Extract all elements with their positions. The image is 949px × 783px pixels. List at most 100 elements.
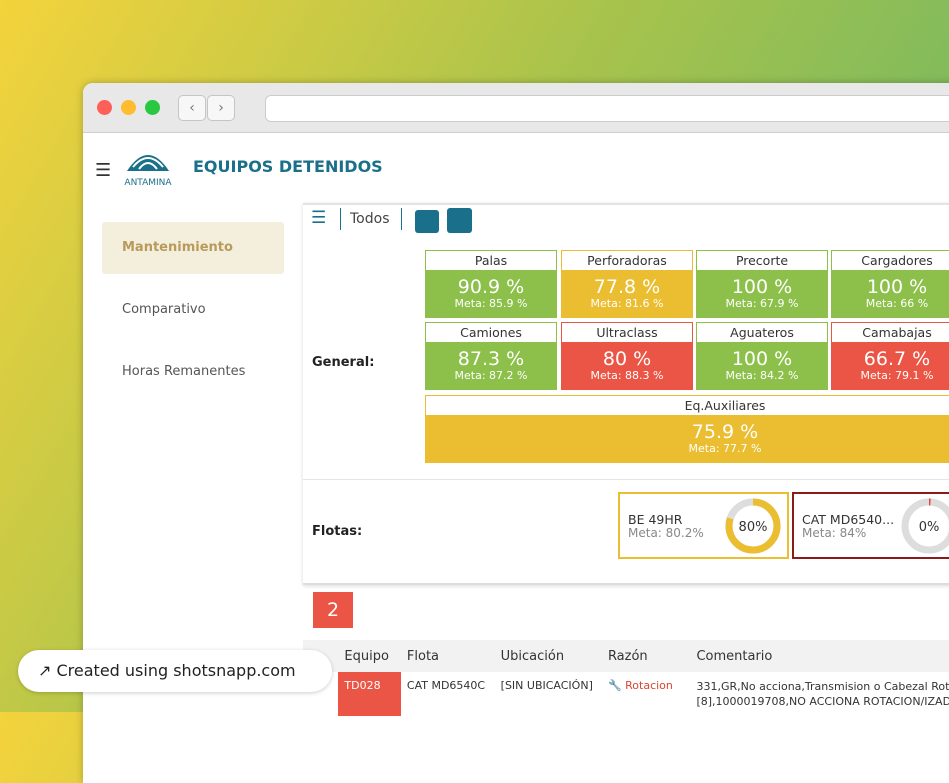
truck-button[interactable] — [447, 208, 472, 233]
header-cell: Razón — [607, 648, 648, 664]
kpi-value: 75.9 % — [691, 421, 759, 443]
fleet-meta: Meta: 80.2% — [628, 526, 704, 540]
donut: 0% — [901, 498, 949, 554]
kpi-card: Palas 90.9 % Meta: 85.9 % — [425, 250, 557, 318]
kpi-name: Camabajas — [831, 322, 949, 343]
panel-menu[interactable]: ☰ — [311, 208, 327, 228]
active-item-bg — [102, 222, 284, 274]
header-cell: Comentario — [696, 648, 773, 664]
browser-window: ‹ › ☰ ANTAMINA EQUIPOS DETENIDOS Manteni… — [83, 83, 949, 783]
kpi-meta: Meta: 79.1 % — [860, 369, 934, 382]
donut-arc — [725, 498, 781, 554]
watermark[interactable]: ↗ Created using shotsnapp.com — [18, 650, 332, 692]
kpi-meta: Meta: 67.9 % — [725, 297, 799, 310]
kpi-meta: Meta: 66 % — [865, 297, 929, 310]
kpi-meta: Meta: 84.2 % — [725, 369, 799, 382]
logo: ANTAMINA — [124, 155, 172, 188]
kpi-card: Perforadoras 77.8 % Meta: 81.6 % — [561, 250, 693, 318]
logo-text: ANTAMINA — [124, 178, 172, 188]
cell-flota: CAT MD6540C — [406, 679, 486, 692]
count-badge: 2 — [313, 592, 353, 628]
gauge-button[interactable] — [415, 210, 439, 233]
kpi-name: Perforadoras — [561, 250, 693, 271]
fleet-card: CAT MD6540... Meta: 84% 0% — [792, 492, 949, 559]
cell-ubicacion: [SIN UBICACIÓN] — [500, 679, 593, 692]
kpi-value: 100 % — [866, 276, 928, 298]
kpi-card: Aguateros 100 % Meta: 84.2 % — [696, 322, 828, 390]
fleet-meta: Meta: 84% — [802, 526, 867, 540]
kpi-body: 66.7 % Meta: 79.1 % — [831, 343, 949, 390]
donut: 80% — [725, 498, 781, 554]
kpi-value: 100 % — [731, 348, 793, 370]
kpi-meta: Meta: 88.3 % — [590, 369, 664, 382]
kpi-card: Camiones 87.3 % Meta: 87.2 % — [425, 322, 557, 390]
maximize[interactable] — [145, 100, 160, 115]
donut-arc — [901, 498, 949, 554]
kpi-card: Camabajas 66.7 % Meta: 79.1 % — [831, 322, 949, 390]
fleet-card: BE 49HR Meta: 80.2% 80% — [618, 492, 789, 559]
divider — [401, 208, 402, 230]
forward[interactable]: › — [207, 95, 235, 121]
page: ‹ › ☰ ANTAMINA EQUIPOS DETENIDOS Manteni… — [0, 0, 949, 716]
kpi-body: 100 % Meta: 67.9 % — [696, 271, 828, 318]
general-label: General: — [312, 355, 375, 370]
donut-label: 0% — [919, 520, 940, 535]
kpi-card: Eq.Auxiliares 75.9 % Meta: 77.7 % — [425, 395, 949, 463]
address-bar[interactable] — [265, 95, 949, 122]
menu-icon[interactable]: ☰ — [95, 160, 112, 181]
kpi-value: 87.3 % — [457, 348, 525, 370]
filter[interactable]: Todos — [350, 211, 390, 227]
kpi-card: Precorte 100 % Meta: 67.9 % — [696, 250, 828, 318]
nav-item[interactable]: Horas Remanentes — [122, 364, 246, 379]
kpi-value: 90.9 % — [457, 276, 525, 298]
kpi-body: 100 % Meta: 66 % — [831, 271, 949, 318]
cell-razon: 🔧 Rotacion — [607, 679, 673, 692]
kpi-body: 100 % Meta: 84.2 % — [696, 343, 828, 390]
kpi-body: 75.9 % Meta: 77.7 % — [425, 416, 949, 463]
kpi-meta: Meta: 87.2 % — [454, 369, 528, 382]
kpi-value: 80 % — [602, 348, 652, 370]
kpi-name: Camiones — [425, 322, 557, 343]
header-cell: Flota — [406, 648, 440, 664]
kpi-name: Ultraclass — [561, 322, 693, 343]
kpi-card: Ultraclass 80 % Meta: 88.3 % — [561, 322, 693, 390]
table-header: Equipo Flota Ubicación Razón Comentario — [303, 640, 949, 672]
header-cell: Ubicación — [500, 648, 565, 664]
panel: ☰ Todos General: Flotas: Palas 90.9 % Meta… — [303, 203, 949, 585]
kpi-name: Cargadores — [831, 250, 949, 271]
title-bar: ‹ › — [83, 83, 949, 133]
kpi-meta: Meta: 77.7 % — [688, 442, 762, 455]
nav-item[interactable]: Mantenimiento — [122, 240, 233, 255]
cell-equipo: TD028 — [338, 672, 401, 716]
donut-label: 80% — [739, 520, 768, 535]
page-title: EQUIPOS DETENIDOS — [193, 157, 383, 176]
close[interactable] — [97, 100, 112, 115]
watermark-text: Created using shotsnapp.com — [56, 661, 296, 680]
back[interactable]: ‹ — [178, 95, 206, 121]
cell-comentario: 331,GR,No acciona,Transmision o Cabezal … — [690, 672, 949, 716]
kpi-body: 80 % Meta: 88.3 % — [561, 343, 693, 390]
kpi-card: Cargadores 100 % Meta: 66 % — [831, 250, 949, 318]
kpi-value: 100 % — [731, 276, 793, 298]
fleet-name: BE 49HR — [628, 512, 683, 527]
nav-item[interactable]: Comparativo — [122, 302, 206, 317]
kpi-meta: Meta: 81.6 % — [590, 297, 664, 310]
fleet-name: CAT MD6540... — [802, 512, 895, 527]
razon-text: Rotacion — [625, 679, 673, 692]
kpi-name: Palas — [425, 250, 557, 271]
kpi-name: Aguateros — [696, 322, 828, 343]
minimize[interactable] — [121, 100, 136, 115]
kpi-name: Eq.Auxiliares — [425, 395, 949, 416]
kpi-value: 66.7 % — [863, 348, 931, 370]
header-cell: Equipo — [344, 648, 389, 664]
kpi-body: 77.8 % Meta: 81.6 % — [561, 271, 693, 318]
kpi-body: 90.9 % Meta: 85.9 % — [425, 271, 557, 318]
kpi-body: 87.3 % Meta: 87.2 % — [425, 343, 557, 390]
separator — [303, 479, 949, 480]
comment-line: 331,GR,No acciona,Transmision o Cabezal … — [696, 680, 949, 693]
kpi-name: Precorte — [696, 250, 828, 271]
kpi-meta: Meta: 85.9 % — [454, 297, 528, 310]
divider — [340, 208, 341, 230]
